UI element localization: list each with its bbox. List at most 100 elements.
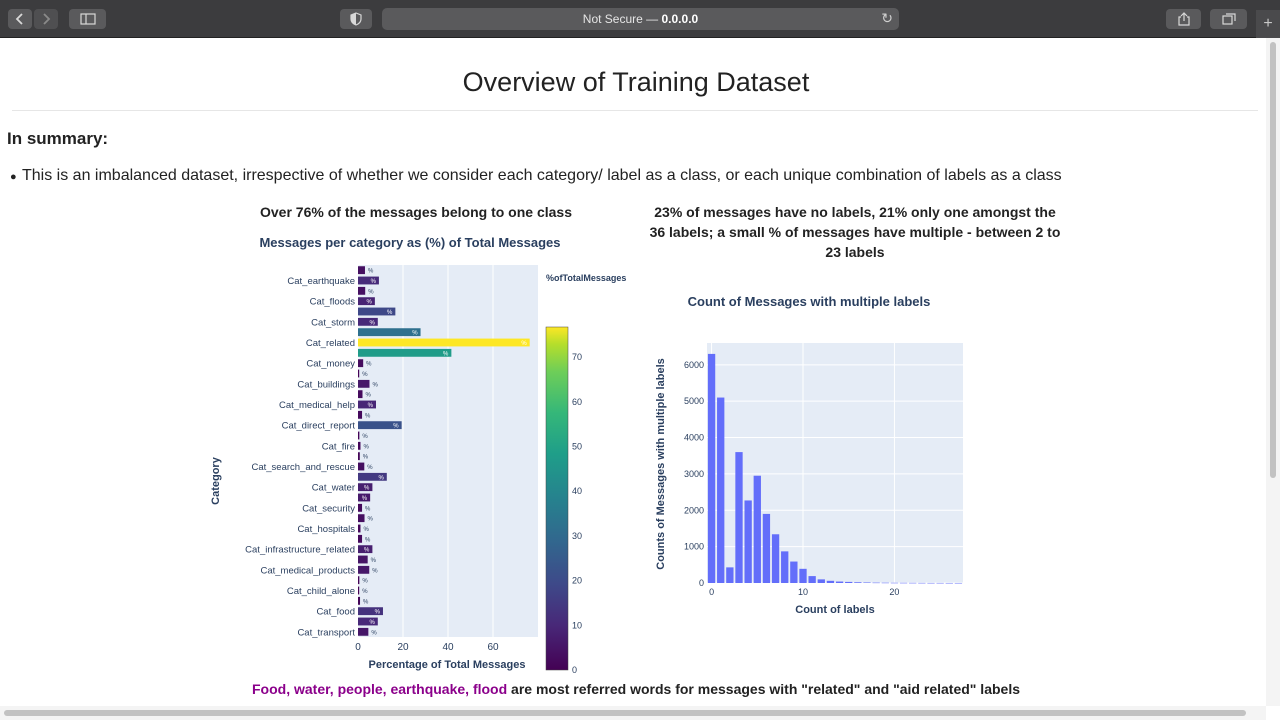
sidebar-button[interactable]: [69, 9, 106, 29]
chart1-ytick-label: Cat_water: [312, 483, 355, 494]
forward-button[interactable]: [34, 9, 58, 29]
chart1-bar[interactable]: [358, 503, 363, 512]
address-bar[interactable]: Not Secure — 0.0.0.0 ↻: [382, 8, 899, 30]
chart1-bar[interactable]: [358, 286, 366, 295]
chart2-bar[interactable]: [954, 582, 963, 584]
chart1-bar[interactable]: [358, 545, 373, 554]
chart1-ytick-label: Cat_buildings: [297, 379, 355, 390]
chart1-bar[interactable]: [358, 317, 378, 326]
chart2-bar[interactable]: [717, 397, 725, 583]
chart1-bar[interactable]: [358, 421, 402, 430]
share-button[interactable]: [1166, 9, 1201, 29]
chart2-bar[interactable]: [726, 567, 734, 583]
chart2-bar[interactable]: [826, 580, 835, 583]
chart2-bar[interactable]: [845, 581, 853, 583]
chart1-ytick-label: Cat_food: [316, 607, 355, 618]
chart1-bar-label: %: [366, 362, 372, 368]
back-button[interactable]: [8, 9, 32, 29]
url-host: 0.0.0.0: [661, 12, 699, 26]
chart1-bar[interactable]: [358, 493, 371, 502]
chart2-bar[interactable]: [854, 582, 862, 583]
chart2-bar[interactable]: [744, 500, 752, 583]
horizontal-scrollbar[interactable]: [0, 706, 1266, 720]
chart1-bar[interactable]: [358, 348, 452, 357]
chart2-bar[interactable]: [835, 581, 844, 583]
chart2-ytick-label: 3000: [684, 469, 704, 479]
chart2-bar[interactable]: [762, 513, 771, 583]
chart1-bar-label: %: [372, 568, 378, 574]
chart2-bar[interactable]: [781, 551, 789, 583]
chart1-bar[interactable]: [358, 524, 361, 533]
chart1-bar[interactable]: [358, 607, 383, 616]
vertical-scrollbar[interactable]: [1266, 38, 1280, 706]
chart1-bar[interactable]: [358, 410, 363, 419]
chart1-bar-label: %: [371, 279, 377, 285]
chart2-bar[interactable]: [863, 582, 871, 583]
chart1-bar-label: %: [363, 444, 369, 450]
chart1-bar-label: %: [365, 537, 371, 543]
chart1-bar[interactable]: [358, 369, 360, 378]
chart1-bar[interactable]: [358, 276, 379, 285]
chart2-title: Count of Messages with multiple labels: [688, 294, 931, 309]
chart2-bar[interactable]: [753, 475, 761, 583]
chart2-ytick-label: 5000: [684, 396, 704, 406]
chart2-bar[interactable]: [735, 452, 743, 583]
chart2-bar[interactable]: [936, 582, 944, 584]
chart2-bar[interactable]: [808, 576, 816, 583]
chart1-bar[interactable]: [358, 400, 376, 409]
chart1-bar[interactable]: [358, 379, 370, 388]
chart1-bar[interactable]: [358, 390, 363, 399]
colorbar-tick-label: 60: [572, 397, 582, 407]
chart1-bar-label: %: [365, 506, 371, 512]
vertical-scroll-thumb[interactable]: [1270, 42, 1276, 478]
bullet-dot: ●: [10, 171, 17, 183]
chart2-bar[interactable]: [890, 582, 899, 584]
chart1-ytick-label: Cat_child_alone: [287, 586, 355, 597]
chart2-bar[interactable]: [790, 561, 798, 583]
chart1-bar[interactable]: [358, 596, 361, 605]
chart1-bar[interactable]: [358, 586, 360, 595]
chart2-bar[interactable]: [707, 353, 716, 583]
chart1-bar[interactable]: [358, 328, 421, 337]
chart1-bar[interactable]: [358, 359, 364, 368]
chart1-bar[interactable]: [358, 483, 373, 492]
chart1-bar[interactable]: [358, 452, 360, 461]
chart1-ytick-label: Cat_direct_report: [282, 421, 356, 432]
chart2-bar[interactable]: [881, 582, 889, 584]
chart1-bar[interactable]: [358, 534, 363, 543]
chart2-bar[interactable]: [799, 568, 807, 583]
chart2-bar[interactable]: [899, 582, 908, 584]
chart1-bar[interactable]: [358, 462, 365, 471]
chart1-bar[interactable]: [358, 297, 375, 306]
chart2-bar[interactable]: [872, 582, 880, 584]
chart1-ytick-label: Cat_earthquake: [287, 276, 355, 287]
chart1-bar[interactable]: [358, 617, 378, 626]
chart1-bar[interactable]: [358, 431, 360, 440]
chart2-bar[interactable]: [945, 582, 953, 584]
chart2-bar[interactable]: [927, 582, 935, 584]
chart1-bar[interactable]: [358, 307, 396, 316]
chart2-bar[interactable]: [909, 582, 917, 584]
chart2-bar[interactable]: [817, 579, 825, 583]
chart1-bar[interactable]: [358, 555, 368, 564]
privacy-shield-button[interactable]: [340, 9, 372, 29]
chart2-xlabel: Count of labels: [795, 604, 874, 616]
chart1-bar[interactable]: [358, 266, 365, 275]
chart1-xtick-label: 60: [487, 642, 499, 653]
chart1-ytick-label: Cat_transport: [297, 627, 355, 638]
chart1-bar[interactable]: [358, 472, 387, 481]
chart1-bar[interactable]: [358, 576, 360, 585]
chart1-bar[interactable]: [358, 338, 530, 347]
chart2-bar[interactable]: [771, 534, 780, 583]
chart2-bar[interactable]: [918, 582, 926, 584]
chart1-bar[interactable]: [358, 565, 370, 574]
reload-icon[interactable]: ↻: [881, 10, 893, 26]
new-tab-button[interactable]: +: [1256, 10, 1280, 38]
horizontal-scroll-thumb[interactable]: [4, 710, 1246, 716]
chart1-bar[interactable]: [358, 514, 365, 523]
chart2-xtick-label: 10: [798, 587, 808, 597]
chart1-bar[interactable]: [358, 441, 361, 450]
chart1-bar[interactable]: [358, 627, 369, 636]
chevron-right-icon: [43, 13, 51, 25]
tabs-overview-button[interactable]: [1210, 9, 1247, 29]
